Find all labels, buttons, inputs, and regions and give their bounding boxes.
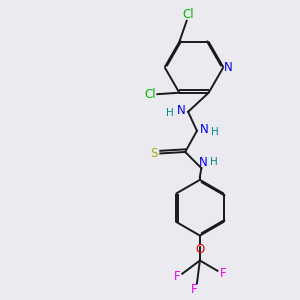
Text: N: N: [198, 156, 207, 169]
Text: N: N: [200, 123, 208, 136]
Text: Cl: Cl: [144, 88, 156, 101]
Text: N: N: [224, 61, 233, 74]
Text: H: H: [210, 157, 218, 167]
Text: S: S: [150, 147, 158, 160]
Text: O: O: [195, 243, 205, 256]
Text: H: H: [211, 127, 219, 137]
Text: F: F: [219, 267, 226, 280]
Text: F: F: [174, 270, 180, 283]
Text: Cl: Cl: [182, 8, 194, 21]
Text: F: F: [191, 283, 197, 296]
Text: N: N: [176, 104, 185, 117]
Text: H: H: [166, 108, 174, 118]
